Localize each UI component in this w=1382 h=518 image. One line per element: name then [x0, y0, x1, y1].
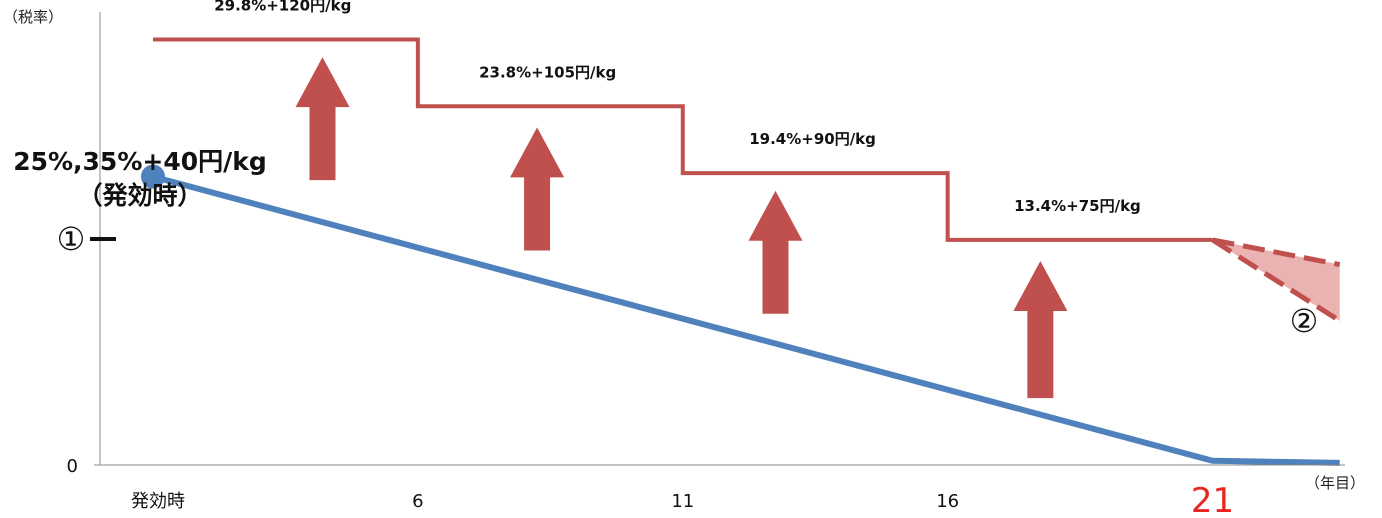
marker-1-label: ①	[57, 220, 86, 258]
red-series-step-line	[152, 37, 1213, 242]
up-arrow	[295, 57, 350, 181]
future-upper-dashed-line	[1212, 237, 1341, 268]
x-tick-label: 11	[671, 491, 694, 512]
x-axis-label: （年目）	[1305, 474, 1365, 492]
x-tick-label: 16	[936, 491, 959, 512]
start-rate-annotation: 25%,35%+40円/kg	[13, 147, 267, 176]
y-tick-label: 0	[67, 456, 78, 477]
step-rate-label: 19.4%+90円/kg	[749, 130, 876, 148]
x-tick-label: 6	[412, 491, 423, 512]
step-rate-label: 29.8%+120円/kg	[214, 0, 351, 14]
y-axis-label: （税率）	[3, 8, 63, 26]
up-arrow	[510, 127, 565, 251]
up-arrow	[748, 190, 803, 314]
blue-series-start-marker	[140, 164, 165, 189]
blue-series-line	[152, 173, 1340, 466]
step-rate-label: 13.4%+75円/kg	[1014, 197, 1141, 215]
x-tick-label: 発効時	[131, 491, 185, 512]
future-lower-dashed-line	[1211, 237, 1342, 323]
marker-2-label: ②	[1290, 302, 1319, 340]
start-note-annotation: （発効時）	[77, 181, 202, 210]
up-arrow	[1013, 261, 1068, 399]
x-tick-label: 21	[1191, 481, 1234, 518]
step-rate-label: 23.8%+105円/kg	[479, 63, 616, 81]
